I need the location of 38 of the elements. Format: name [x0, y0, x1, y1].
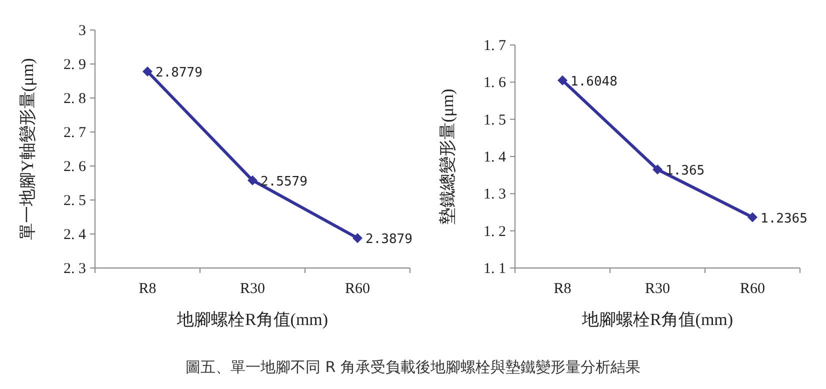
y-tick-label: 2. 6 [64, 159, 86, 175]
y-tick-label: 2. 5 [64, 193, 86, 209]
y-tick-label: 3 [78, 23, 86, 39]
y-tick-label: 1. 6 [484, 75, 506, 92]
data-label: 2.3879 [366, 232, 412, 248]
y-axis-title: 墊鐵總變形量(μm) [438, 88, 457, 224]
y-tick-label: 2. 4 [64, 227, 86, 243]
y-tick-label: 2. 8 [64, 91, 86, 107]
x-axis-title: 地腳螺栓R角值(mm) [580, 310, 734, 329]
point [558, 75, 568, 86]
y-tick-label: 1. 7 [484, 38, 506, 54]
y-tick-label: 1. 5 [484, 112, 506, 128]
data-label: 1.365 [666, 164, 705, 179]
x-tick-label: R60 [344, 281, 370, 297]
y-tick-label: 2. 9 [64, 57, 86, 73]
x-tick-label: R8 [138, 281, 156, 297]
point [352, 233, 362, 244]
text: 圖五、單一地腳不同 R 角承受負載後地腳螺栓與墊鐵變形量分析結果 [186, 358, 640, 376]
data-label: 1.2365 [760, 211, 808, 226]
y-tick-label: 1. 1 [484, 261, 506, 277]
data-label: 2.5579 [260, 174, 308, 190]
data-label: 2.8779 [156, 66, 202, 81]
data-label: 1.6048 [570, 74, 618, 90]
x-tick-label: R8 [554, 281, 572, 297]
point [248, 175, 258, 186]
point [142, 66, 152, 77]
y-axis-title: 單一地腳Y軸變形量(μm) [18, 58, 37, 240]
y-tick-label: 1. 2 [484, 224, 506, 240]
y-tick-label: 2. 3 [64, 261, 86, 277]
point [748, 212, 758, 222]
y-tick-label: 1. 4 [484, 150, 506, 166]
x-axis-title: 地腳螺栓R角值(mm) [176, 310, 328, 329]
x-tick-label: R30 [240, 281, 266, 297]
point [652, 164, 662, 175]
x-tick-label: R60 [740, 281, 766, 297]
x-tick-label: R30 [644, 281, 670, 297]
y-tick-label: 2. 7 [64, 125, 86, 141]
y-tick-label: 1. 3 [484, 186, 506, 203]
